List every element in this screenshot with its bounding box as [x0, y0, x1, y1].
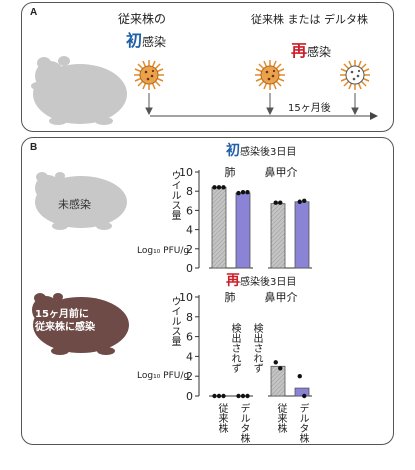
reinfection-emph: 再 [291, 41, 308, 60]
data-point [240, 189, 246, 195]
data-point [273, 360, 278, 365]
data-point [273, 200, 278, 205]
data-point [212, 185, 217, 190]
data-point [245, 393, 250, 399]
bar [270, 203, 286, 269]
y-tick-label: 6 [186, 204, 193, 217]
y-tick-label: 4 [186, 224, 193, 237]
data-point [297, 199, 302, 204]
data-point [212, 393, 217, 399]
y-tick-label: 10 [179, 291, 193, 304]
group-title-nasal: 鼻甲介 [265, 165, 298, 179]
virus-icon-conventional [255, 60, 285, 90]
data-point [221, 185, 226, 190]
chart-title-first-rest: 感染後3日目 [240, 147, 297, 158]
chart-title-re: 再感染後3日目 [226, 270, 296, 290]
not-detected-2: 検出されず [251, 323, 262, 373]
charts-svg: 0246810 肺鼻甲介0246810 肺鼻甲介 [179, 165, 312, 403]
data-point [236, 393, 241, 399]
reinfection-title: 再感染 [291, 37, 331, 61]
first-infection-prefix: 従来株の [118, 12, 167, 26]
bar [211, 186, 227, 269]
panel-a-graphics [31, 56, 378, 125]
timeline-arrowhead [370, 112, 378, 120]
y-tick-label: 2 [186, 370, 193, 383]
y-tick-label: 10 [179, 166, 193, 179]
y-tick-label: 0 [186, 262, 193, 275]
data-point [278, 366, 283, 371]
virus-icon-first [134, 60, 164, 90]
chart-title-re-emph: 再 [226, 273, 240, 289]
first-infection-suffix: 感染 [142, 35, 167, 49]
group-title-lung: 肺 [225, 166, 236, 179]
down-arrows [145, 93, 359, 116]
group-title-nasal: 鼻甲介 [265, 290, 298, 304]
chart-title-first-emph: 初 [226, 143, 240, 159]
bar [294, 387, 310, 397]
first-infection-title: 初感染 [126, 27, 166, 51]
panel-b-hamsters [32, 172, 129, 355]
x-tick-label-2: デルタ株 [238, 403, 249, 443]
data-point [302, 198, 307, 203]
panel-a-label: A [30, 7, 38, 18]
panel-b-label: B [30, 142, 38, 153]
not-detected-1: 検出されず [229, 323, 240, 373]
data-point [216, 393, 222, 399]
data-point [216, 185, 222, 190]
y-axis-label-bottom: ウイルス量 [169, 296, 180, 346]
hamster-uninfected-icon [35, 172, 127, 230]
data-point [240, 393, 246, 399]
data-point [221, 393, 226, 399]
data-point [245, 189, 250, 195]
x-tick-label-3: 従来株 [275, 403, 286, 433]
x-tick-label-4: デルタ株 [297, 403, 308, 443]
y-tick-label: 4 [186, 350, 193, 363]
bar [235, 192, 251, 269]
y-tick-label: 8 [186, 185, 193, 198]
y-tick-label: 8 [186, 311, 193, 324]
data-point [236, 190, 241, 196]
hamster-prior-infected-icon [32, 293, 129, 355]
data-point [297, 374, 302, 379]
group-title-lung: 肺 [225, 291, 236, 304]
timeline-label: 15ヶ月後 [288, 103, 331, 114]
y-axis-label-top: ウイルス量 [169, 170, 180, 220]
chart-title-re-rest: 感染後3日目 [240, 277, 297, 288]
virus-icon-delta [340, 60, 370, 90]
hamster-icon [31, 56, 127, 125]
reinfection-suffix: 感染 [307, 45, 332, 59]
data-point [278, 200, 283, 205]
y-tick-label: 0 [186, 390, 193, 403]
prior-infected-label-line2: 従来株に感染 [35, 322, 95, 333]
chart-title-first: 初感染後3日目 [226, 140, 296, 160]
uninfected-label: 未感染 [58, 198, 91, 211]
y-tick-label: 2 [186, 243, 193, 256]
x-tick-label-1: 従来株 [216, 403, 227, 433]
data-point [302, 393, 307, 399]
y-axis-unit-top: Log₁₀ PFU/g [137, 246, 190, 256]
prior-infected-label-line1: 15ヶ月前に [35, 309, 89, 320]
y-axis-unit-bottom: Log₁₀ PFU/g [137, 371, 190, 381]
first-infection-emph: 初 [126, 31, 143, 50]
bar [270, 365, 286, 397]
bar [294, 201, 310, 269]
reinfection-strains: 従来株 または デルタ株 [251, 13, 368, 26]
y-tick-label: 6 [186, 331, 193, 344]
